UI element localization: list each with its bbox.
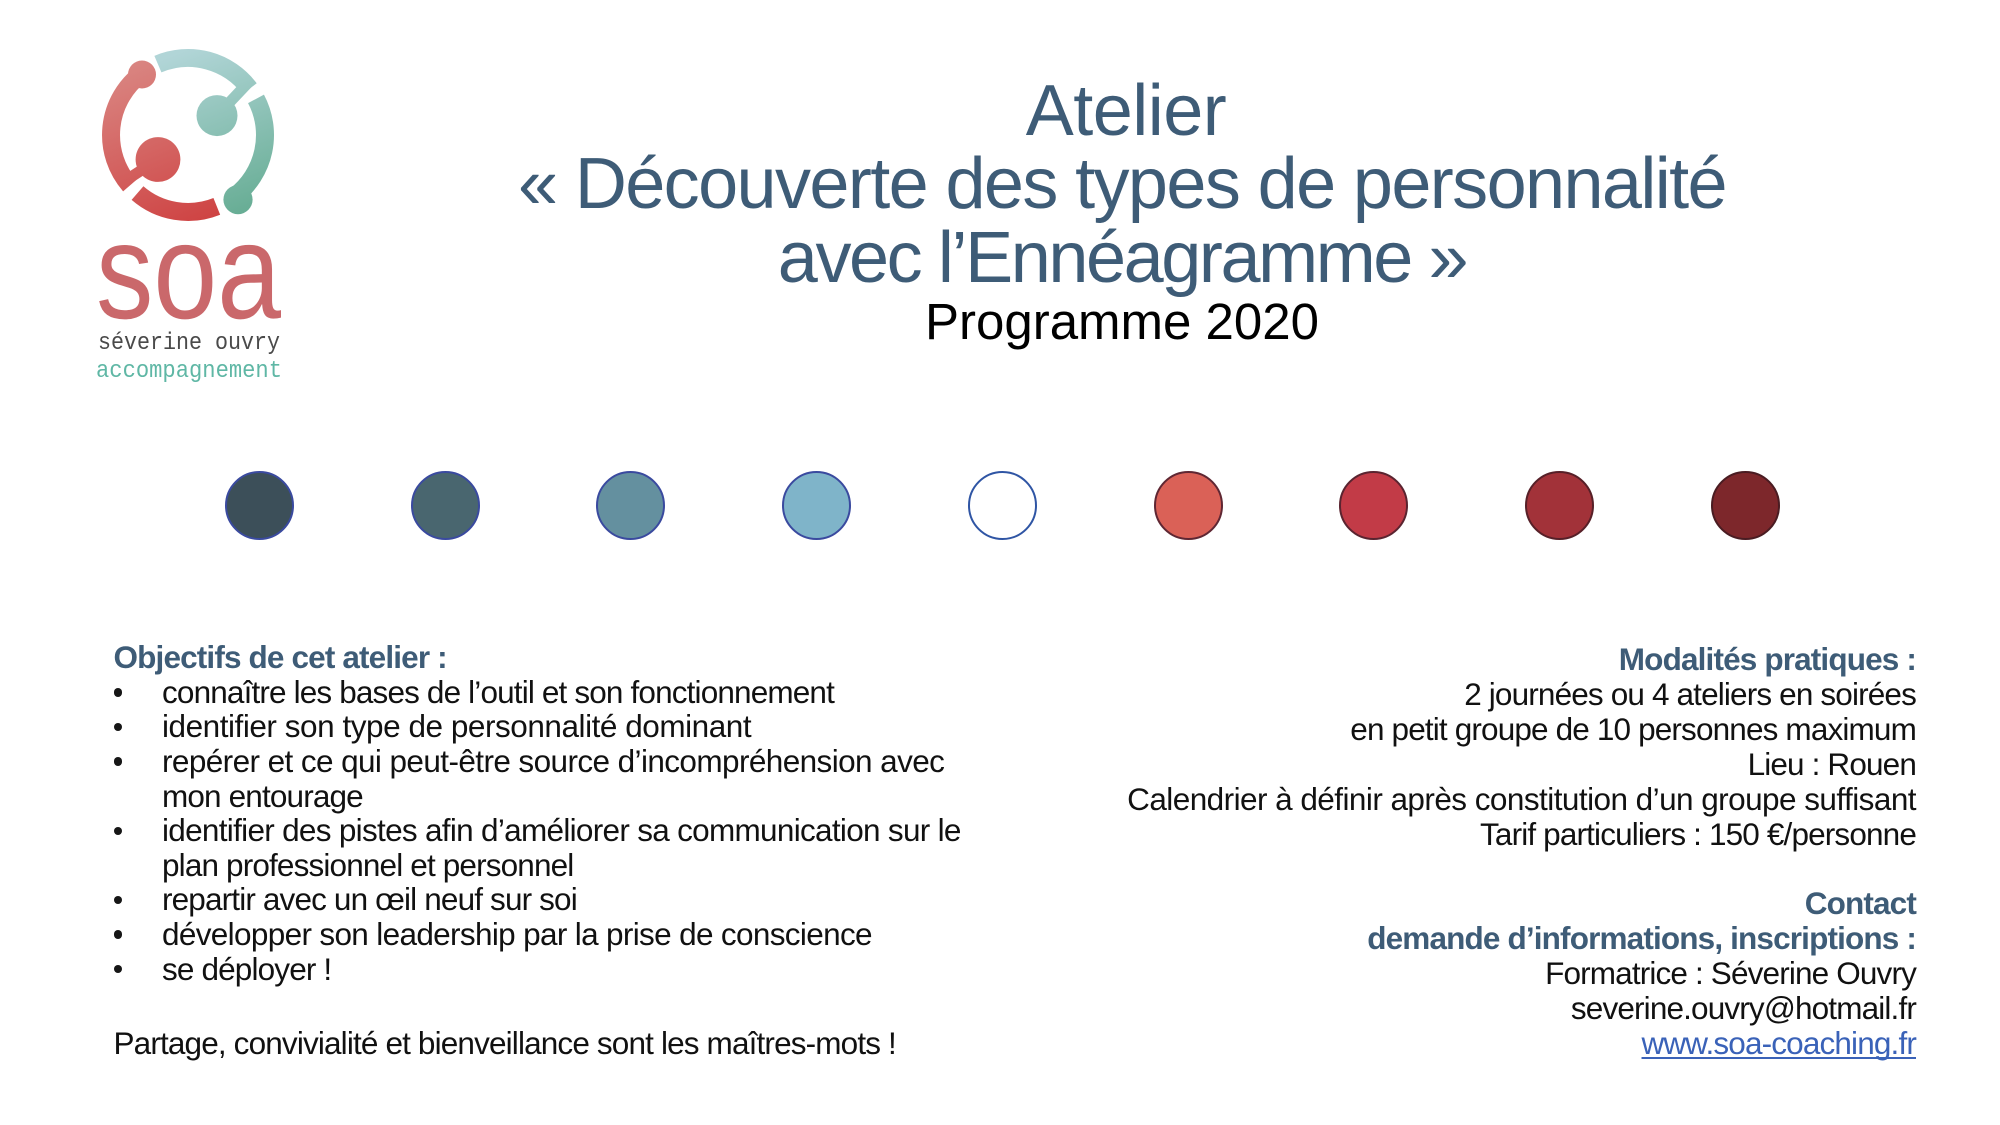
svg-text:accompagnement: accompagnement (96, 358, 282, 385)
svg-text:séverine ouvry: séverine ouvry (98, 330, 280, 357)
svg-text:soa: soa (96, 195, 281, 347)
